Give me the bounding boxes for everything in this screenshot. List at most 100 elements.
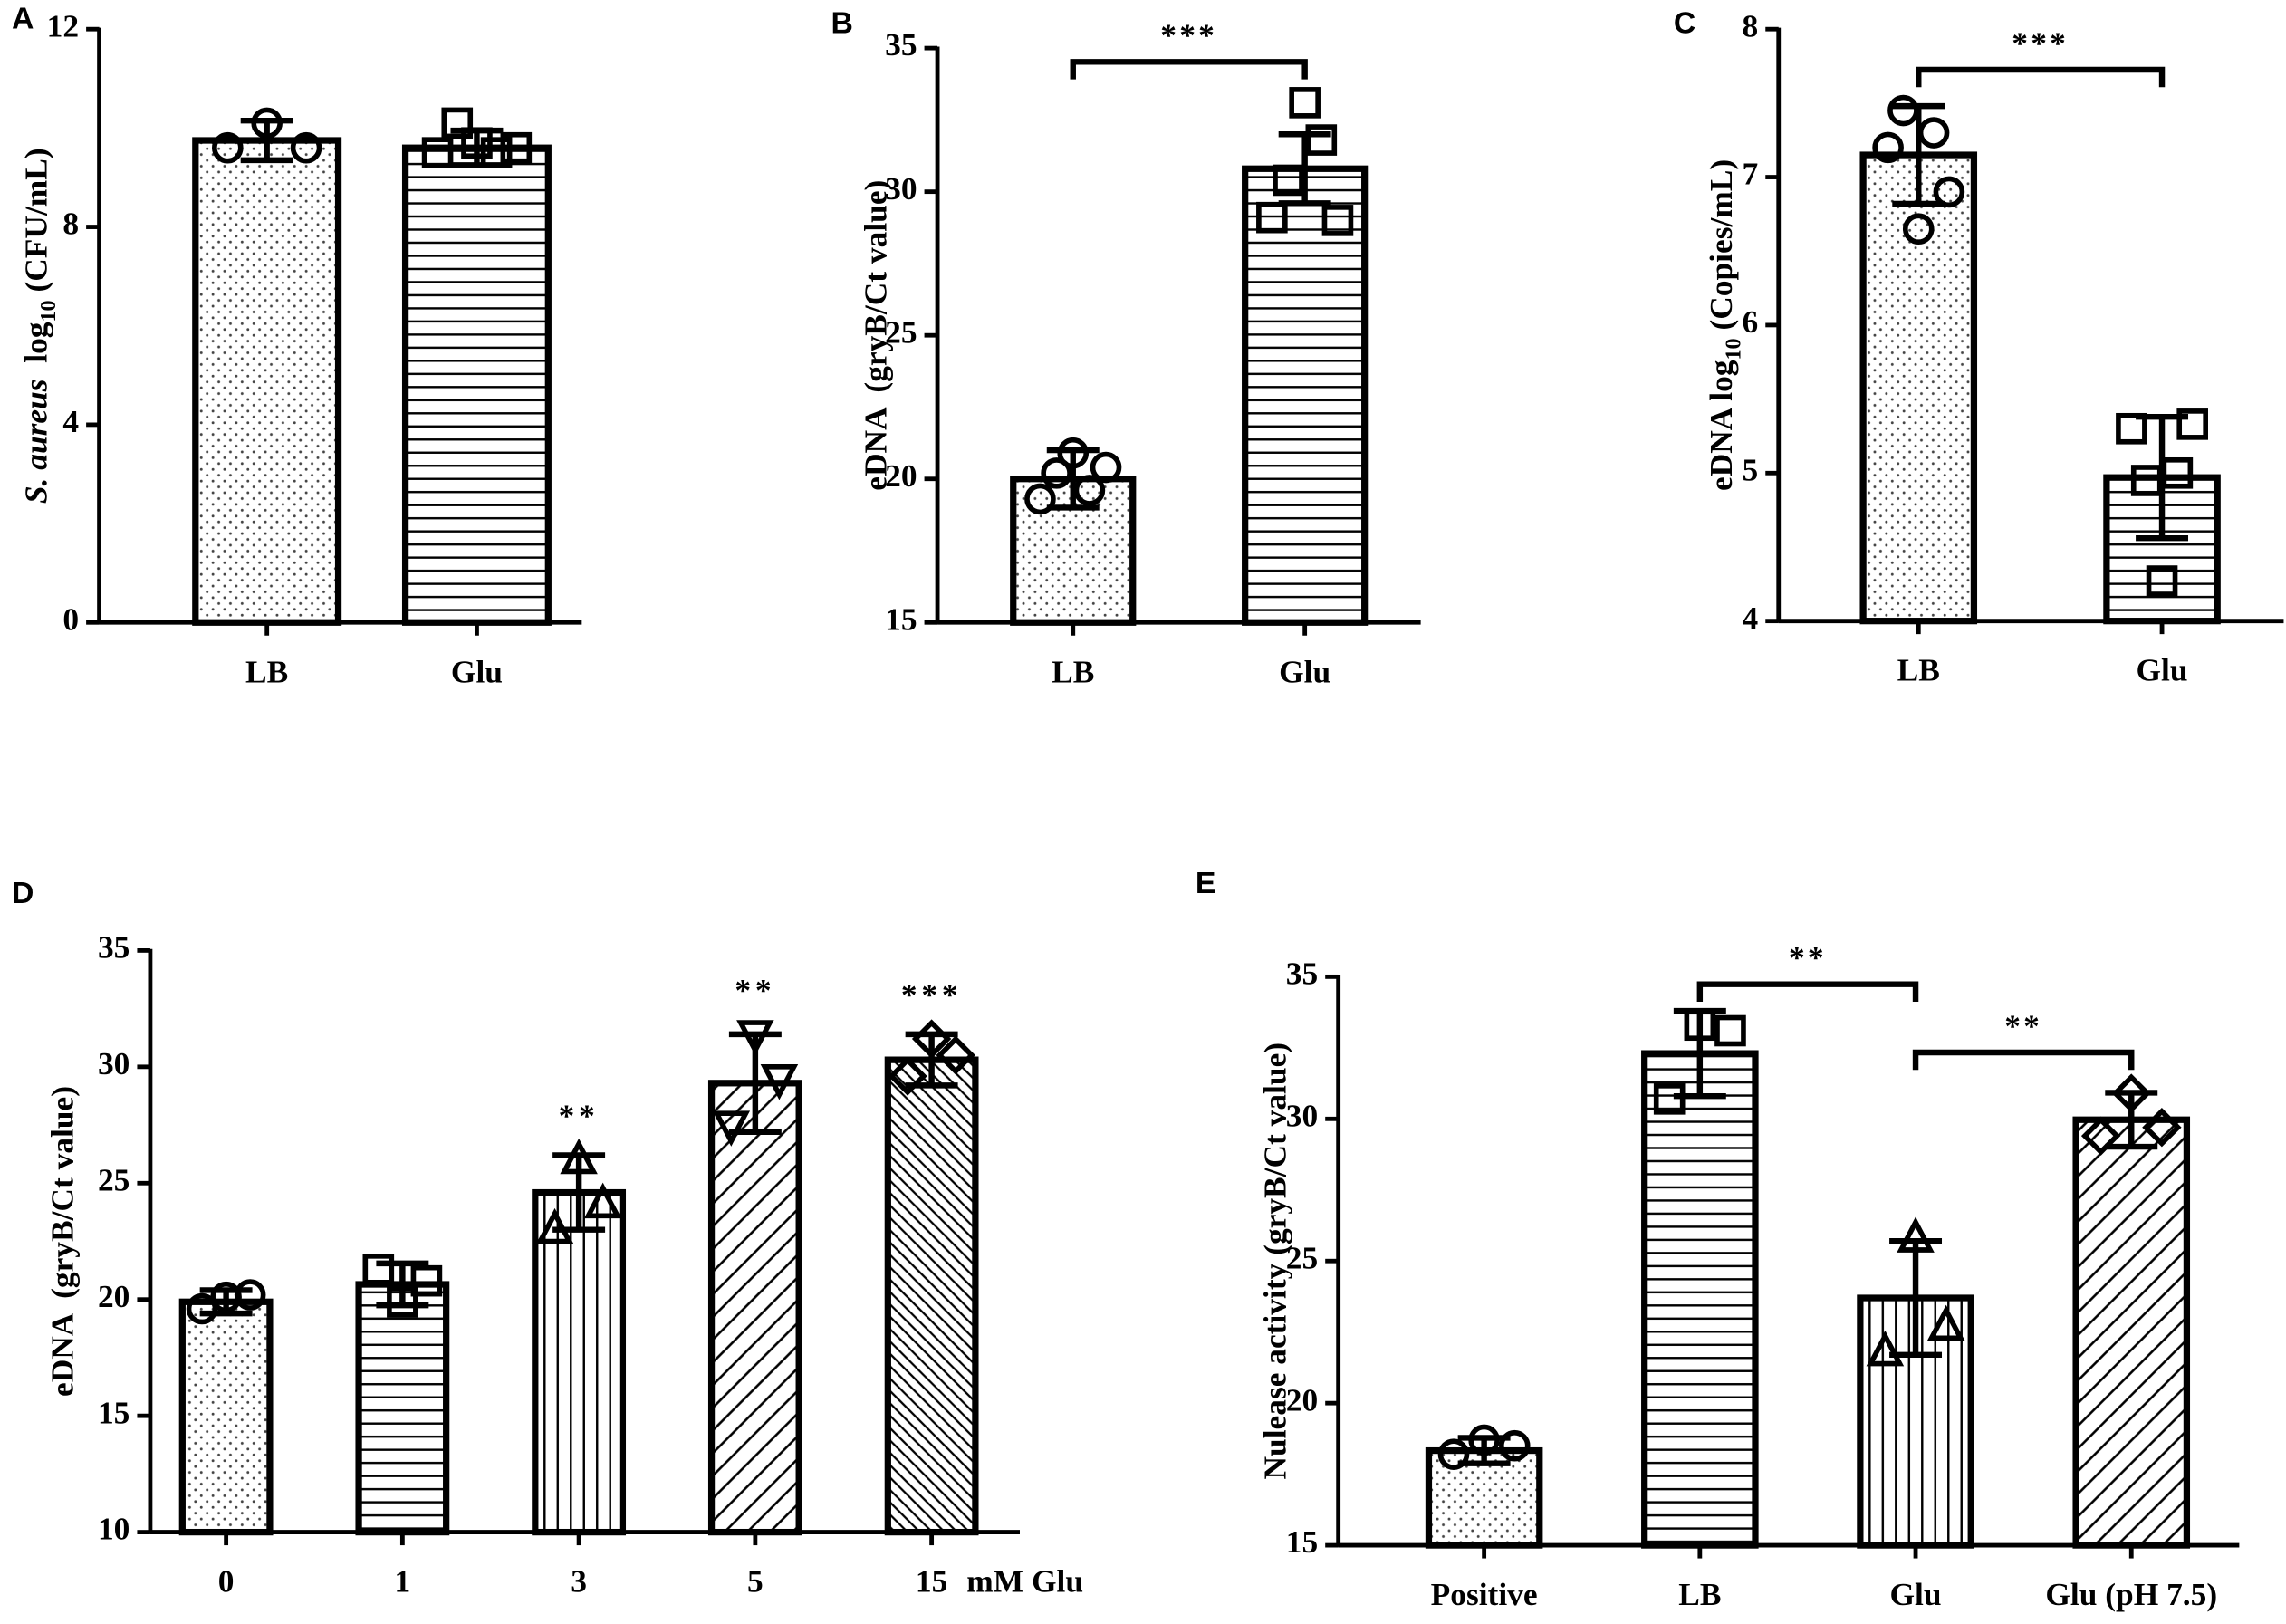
y-tick-label: 30 [885, 170, 917, 207]
error-bar [376, 1260, 429, 1309]
y-axis-label-part: log [18, 322, 54, 379]
y-tick-label: 20 [1286, 1381, 1318, 1417]
x-tick-label: 5 [747, 1563, 764, 1600]
y-tick-label: 8 [1743, 7, 1759, 43]
significance-bracket [1916, 66, 2166, 88]
y-axis-label-part: 10 [35, 300, 60, 322]
y-axis-label-part: 10 [1721, 338, 1745, 360]
bar [1859, 151, 1978, 625]
y-tick-label: 15 [98, 1394, 130, 1430]
y-axis-label: eDNA (gryB/Ct value) [858, 180, 894, 491]
data-point [712, 1110, 751, 1147]
panel-label: E [1196, 866, 1216, 900]
significance-label: ** [1789, 939, 1827, 975]
significance-label: ** [559, 1098, 600, 1134]
data-point [736, 1020, 774, 1056]
data-point [2161, 456, 2194, 489]
error-bar [240, 117, 293, 164]
y-axis-label-part: eDNA log [1703, 360, 1739, 491]
y-axis-label: eDNA (gryB/Ct value) [44, 1086, 81, 1397]
y-tick-label: 12 [47, 7, 79, 43]
data-point [1684, 1009, 1716, 1042]
y-axis-label: Nulease activity (gryB/Ct value) [1257, 1043, 1293, 1480]
y-tick-label: 6 [1743, 303, 1759, 340]
y-tick-label: 4 [1743, 600, 1759, 636]
y-axis-label-part: eDNA (gryB/Ct value) [44, 1086, 81, 1397]
bar [401, 144, 552, 626]
data-point [1498, 1429, 1531, 1462]
bar [1425, 1446, 1543, 1549]
y-tick-label: 8 [62, 206, 79, 242]
data-point [441, 107, 474, 139]
significance-bracket [1696, 981, 1919, 1002]
data-point [1887, 94, 1919, 127]
y-tick-label: 15 [885, 601, 917, 637]
y-tick-label: 30 [1286, 1097, 1318, 1133]
y-tick-label: 30 [98, 1045, 130, 1081]
y-tick-label: 10 [98, 1511, 130, 1547]
x-tick-label: 3 [571, 1563, 587, 1600]
data-point [212, 131, 244, 164]
data-point [2176, 408, 2208, 440]
y-tick-label: 25 [885, 313, 917, 350]
significance-bracket [1070, 59, 1308, 80]
data-point [1926, 1304, 1965, 1341]
data-point [186, 1292, 218, 1325]
x-tick-label: Glu [1279, 653, 1330, 689]
data-point [1468, 1424, 1500, 1456]
x-tick-label: 0 [218, 1563, 235, 1600]
significance-bracket [1912, 1049, 2135, 1071]
error-bar [1046, 447, 1100, 511]
data-point [2111, 1073, 2151, 1113]
significance-label: *** [1160, 17, 1217, 53]
data-point [1321, 205, 1354, 236]
data-point [1057, 437, 1090, 469]
y-tick-label: 7 [1743, 156, 1759, 192]
bar [1242, 165, 1369, 626]
data-point [1289, 87, 1321, 119]
y-tick-label: 35 [1286, 956, 1318, 992]
bar [1641, 1050, 1759, 1549]
panel-label: A [12, 1, 34, 35]
y-axis-label: S. aureus log10 (CFU/mL) [18, 148, 61, 504]
data-point [461, 127, 493, 159]
data-point [251, 107, 283, 139]
x-tick-label: Glu [451, 653, 503, 689]
y-tick-label: 0 [62, 601, 79, 637]
bar [707, 1080, 802, 1536]
data-point [583, 1182, 622, 1219]
x-tick-label: LB [1678, 1576, 1721, 1612]
error-bar [1892, 102, 1945, 207]
y-tick-label: 15 [1286, 1523, 1318, 1560]
data-point [1897, 1216, 1935, 1253]
y-tick-label: 25 [98, 1161, 130, 1197]
x-tick-label: LB [245, 653, 288, 689]
data-point [1933, 176, 1965, 208]
data-point [1256, 201, 1288, 234]
y-axis-label-part: (CFU/mL) [18, 148, 54, 300]
x-tick-label: 15 [916, 1563, 947, 1600]
data-point [911, 1019, 952, 1059]
significance-label: *** [2012, 24, 2069, 61]
x-tick-label: LB [1897, 652, 1940, 688]
y-axis-label-part: (Copies/mL) [1703, 159, 1739, 339]
panel-label: B [831, 5, 853, 40]
data-point [1917, 117, 1950, 149]
bar [192, 137, 342, 626]
data-point [1866, 1330, 1905, 1367]
y-tick-label: 20 [885, 457, 917, 494]
x-tick-label: Positive [1431, 1576, 1538, 1612]
data-point [387, 1285, 418, 1318]
data-point [2142, 1108, 2182, 1148]
significance-label: ** [2004, 1007, 2042, 1043]
x-axis-label: mM Glu [966, 1563, 1083, 1600]
data-point [1902, 213, 1935, 245]
data-point [2080, 1116, 2121, 1156]
y-tick-label: 35 [98, 929, 130, 966]
bar [178, 1298, 274, 1536]
data-point [1305, 124, 1338, 156]
data-point [1273, 164, 1304, 197]
data-point [535, 1207, 574, 1244]
y-axis-label: eDNA log10 (Copies/mL) [1703, 159, 1745, 491]
